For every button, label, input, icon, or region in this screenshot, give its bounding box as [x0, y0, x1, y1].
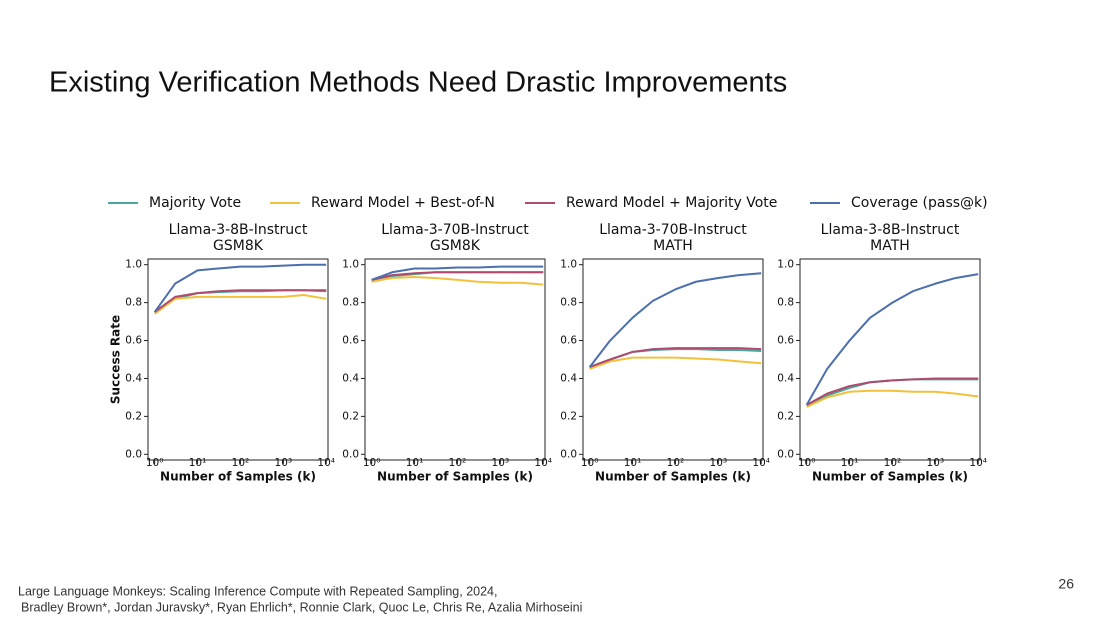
y-tick-label: 0.8 — [560, 297, 577, 309]
series-line — [154, 289, 327, 313]
panel-subtitle: GSM8K — [430, 238, 481, 254]
y-tick-label: 0.2 — [342, 410, 359, 422]
x-tick-label: 10³ — [275, 457, 293, 469]
panel-title: Llama-3-70B-Instruct — [381, 222, 529, 238]
y-tick-label: 1.0 — [342, 259, 359, 271]
plot-frame — [364, 258, 546, 461]
y-tick-label: 1.0 — [560, 259, 577, 271]
y-tick-label: 0.4 — [125, 372, 142, 384]
series-line — [589, 347, 762, 369]
panel-title: Llama-3-70B-Instruct — [599, 222, 747, 238]
page-number: 26 — [1058, 576, 1074, 592]
citation: Large Language Monkeys: Scaling Inferenc… — [18, 584, 497, 598]
y-tick-label: 0.8 — [777, 297, 794, 309]
series-line — [153, 263, 327, 313]
slide-title: Existing Verification Methods Need Drast… — [49, 67, 787, 99]
x-axis-label: Number of Samples (k) — [160, 470, 316, 484]
y-tick-label: 0.6 — [777, 335, 794, 347]
panel-title: Llama-3-8B-Instruct — [169, 222, 308, 238]
panel-subtitle: MATH — [653, 238, 693, 254]
x-tick-label: 10² — [232, 457, 250, 469]
y-tick-label: 0.4 — [777, 372, 794, 384]
x-tick-label: 10⁴ — [969, 457, 987, 469]
panel-title: Llama-3-8B-Instruct — [821, 222, 960, 238]
series-line — [154, 289, 327, 313]
x-tick-label: 10² — [884, 457, 902, 469]
x-tick-label: 10¹ — [406, 457, 424, 469]
x-axis-label: Number of Samples (k) — [812, 470, 968, 484]
x-tick-label: 10⁰ — [581, 457, 599, 469]
series-line — [371, 276, 544, 286]
x-tick-label: 10³ — [927, 457, 945, 469]
x-tick-label: 10¹ — [624, 457, 642, 469]
x-tick-label: 10⁰ — [363, 457, 381, 469]
series-line — [806, 377, 979, 406]
legend-label: Coverage (pass@k) — [851, 195, 988, 211]
x-tick-label: 10⁰ — [146, 457, 164, 469]
y-tick-label: 0.8 — [342, 297, 359, 309]
x-tick-label: 10¹ — [189, 457, 207, 469]
y-tick-label: 0.0 — [777, 448, 794, 460]
legend-label: Reward Model + Best-of-N — [311, 195, 495, 211]
y-tick-label: 0.4 — [342, 372, 359, 384]
panel-subtitle: GSM8K — [213, 238, 264, 254]
x-tick-label: 10⁰ — [798, 457, 816, 469]
y-axis-label: Success Rate — [109, 315, 123, 404]
y-tick-label: 0.2 — [560, 410, 577, 422]
x-tick-label: 10² — [449, 457, 467, 469]
x-tick-label: 10⁴ — [752, 457, 770, 469]
y-tick-label: 0.0 — [125, 448, 142, 460]
x-tick-label: 10³ — [710, 457, 728, 469]
y-tick-label: 0.2 — [777, 410, 794, 422]
x-tick-label: 10⁴ — [534, 457, 552, 469]
series-line — [589, 356, 762, 370]
y-tick-label: 0.6 — [560, 335, 577, 347]
series-line — [154, 294, 327, 315]
y-tick-label: 1.0 — [125, 259, 142, 271]
y-tick-label: 0.6 — [342, 335, 359, 347]
series-line — [371, 265, 544, 281]
x-axis-label: Number of Samples (k) — [595, 470, 751, 484]
plot-frame — [582, 258, 764, 461]
plot-frame — [147, 258, 329, 461]
y-tick-label: 0.2 — [125, 410, 142, 422]
series-line — [806, 389, 979, 408]
x-tick-label: 10² — [667, 457, 685, 469]
x-tick-label: 10³ — [492, 457, 510, 469]
x-tick-label: 10¹ — [841, 457, 859, 469]
x-axis-label: Number of Samples (k) — [377, 470, 533, 484]
y-tick-label: 0.0 — [560, 448, 577, 460]
y-tick-label: 0.4 — [560, 372, 577, 384]
series-line — [588, 272, 762, 368]
legend-label: Majority Vote — [149, 195, 241, 211]
legend-label: Reward Model + Majority Vote — [566, 195, 777, 211]
series-line — [371, 271, 544, 281]
y-tick-label: 0.8 — [125, 297, 142, 309]
x-tick-label: 10⁴ — [317, 457, 335, 469]
y-tick-label: 0.0 — [342, 448, 359, 460]
y-tick-label: 1.0 — [777, 259, 794, 271]
y-tick-label: 0.6 — [125, 335, 142, 347]
panel-subtitle: MATH — [870, 238, 910, 254]
citation: Bradley Brown*, Jordan Juravsky*, Ryan E… — [21, 600, 582, 614]
plot-frame — [799, 258, 981, 461]
series-line — [805, 273, 979, 406]
